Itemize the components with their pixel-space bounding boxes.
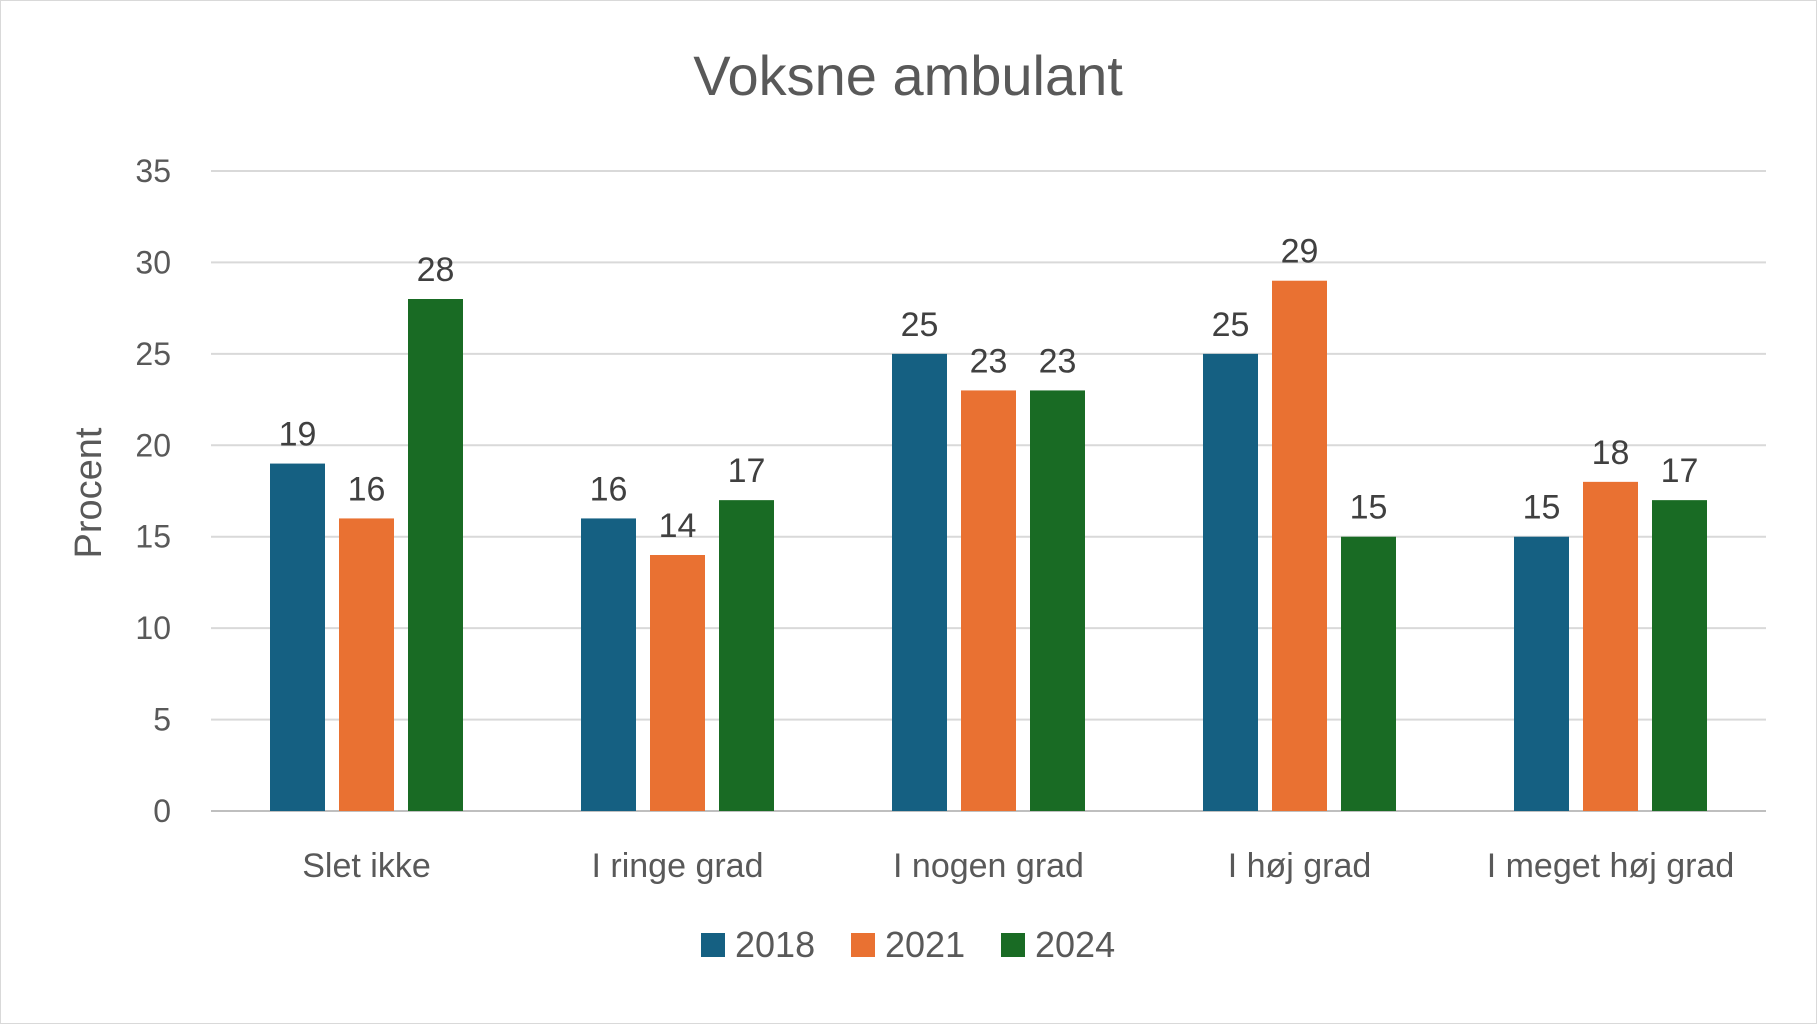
y-tick-label: 15 [135, 519, 171, 555]
y-axis-ticks: 0 5 10 15 20 25 30 35 [135, 153, 171, 829]
data-label: 25 [901, 306, 939, 344]
bar-2024 [1030, 390, 1085, 811]
data-label: 16 [348, 470, 386, 508]
data-label: 23 [970, 342, 1008, 380]
bar-2021 [1272, 280, 1327, 811]
data-label: 17 [1661, 452, 1699, 490]
data-label: 15 [1523, 489, 1561, 527]
y-tick-label: 30 [135, 244, 171, 280]
x-axis-categories: Slet ikke I ringe grad I nogen grad I høj g… [302, 847, 1734, 885]
data-label: 17 [728, 452, 766, 490]
legend-swatch-2021 [851, 933, 875, 957]
legend-swatch-2024 [1001, 933, 1025, 957]
data-label: 14 [659, 507, 697, 545]
data-label: 23 [1039, 342, 1077, 380]
y-tick-label: 25 [135, 336, 171, 372]
bar-2021 [961, 390, 1016, 811]
y-tick-label: 10 [135, 610, 171, 646]
bar-2021 [1583, 481, 1638, 811]
bars [270, 280, 1707, 811]
y-tick-label: 20 [135, 427, 171, 463]
data-label: 19 [279, 416, 317, 454]
legend-label: 2018 [735, 924, 815, 965]
category-label: I høj grad [1228, 847, 1372, 885]
bar-2024 [1341, 536, 1396, 811]
category-label: Slet ikke [302, 847, 431, 885]
legend-label: 2021 [885, 924, 965, 965]
y-tick-label: 35 [135, 153, 171, 189]
y-tick-label: 5 [153, 702, 171, 738]
bar-2024 [1652, 500, 1707, 811]
legend: 2018 2021 2024 [701, 924, 1115, 965]
bar-2018 [1203, 353, 1258, 811]
bar-2018 [1514, 536, 1569, 811]
data-label: 28 [417, 251, 455, 289]
bar-2024 [408, 299, 463, 811]
bar-2021 [339, 518, 394, 811]
legend-swatch-2018 [701, 933, 725, 957]
data-labels: 19 16 28 16 14 17 25 23 23 25 29 15 15 18 17 [279, 233, 1699, 545]
chart-title: Voksne ambulant [693, 44, 1123, 107]
y-axis-label: Procent [68, 427, 110, 558]
y-tick-label: 0 [153, 793, 171, 829]
bar-2018 [581, 518, 636, 811]
legend-label: 2024 [1035, 924, 1115, 965]
bar-2024 [719, 500, 774, 811]
bar-2018 [270, 463, 325, 811]
category-label: I ringe grad [592, 847, 764, 885]
category-label: I meget høj grad [1487, 847, 1735, 885]
data-label: 18 [1592, 434, 1630, 472]
data-label: 29 [1281, 233, 1319, 271]
bar-2018 [892, 353, 947, 811]
category-label: I nogen grad [893, 847, 1084, 885]
data-label: 16 [590, 470, 628, 508]
data-label: 15 [1350, 489, 1388, 527]
data-label: 25 [1212, 306, 1250, 344]
bar-2021 [650, 555, 705, 811]
